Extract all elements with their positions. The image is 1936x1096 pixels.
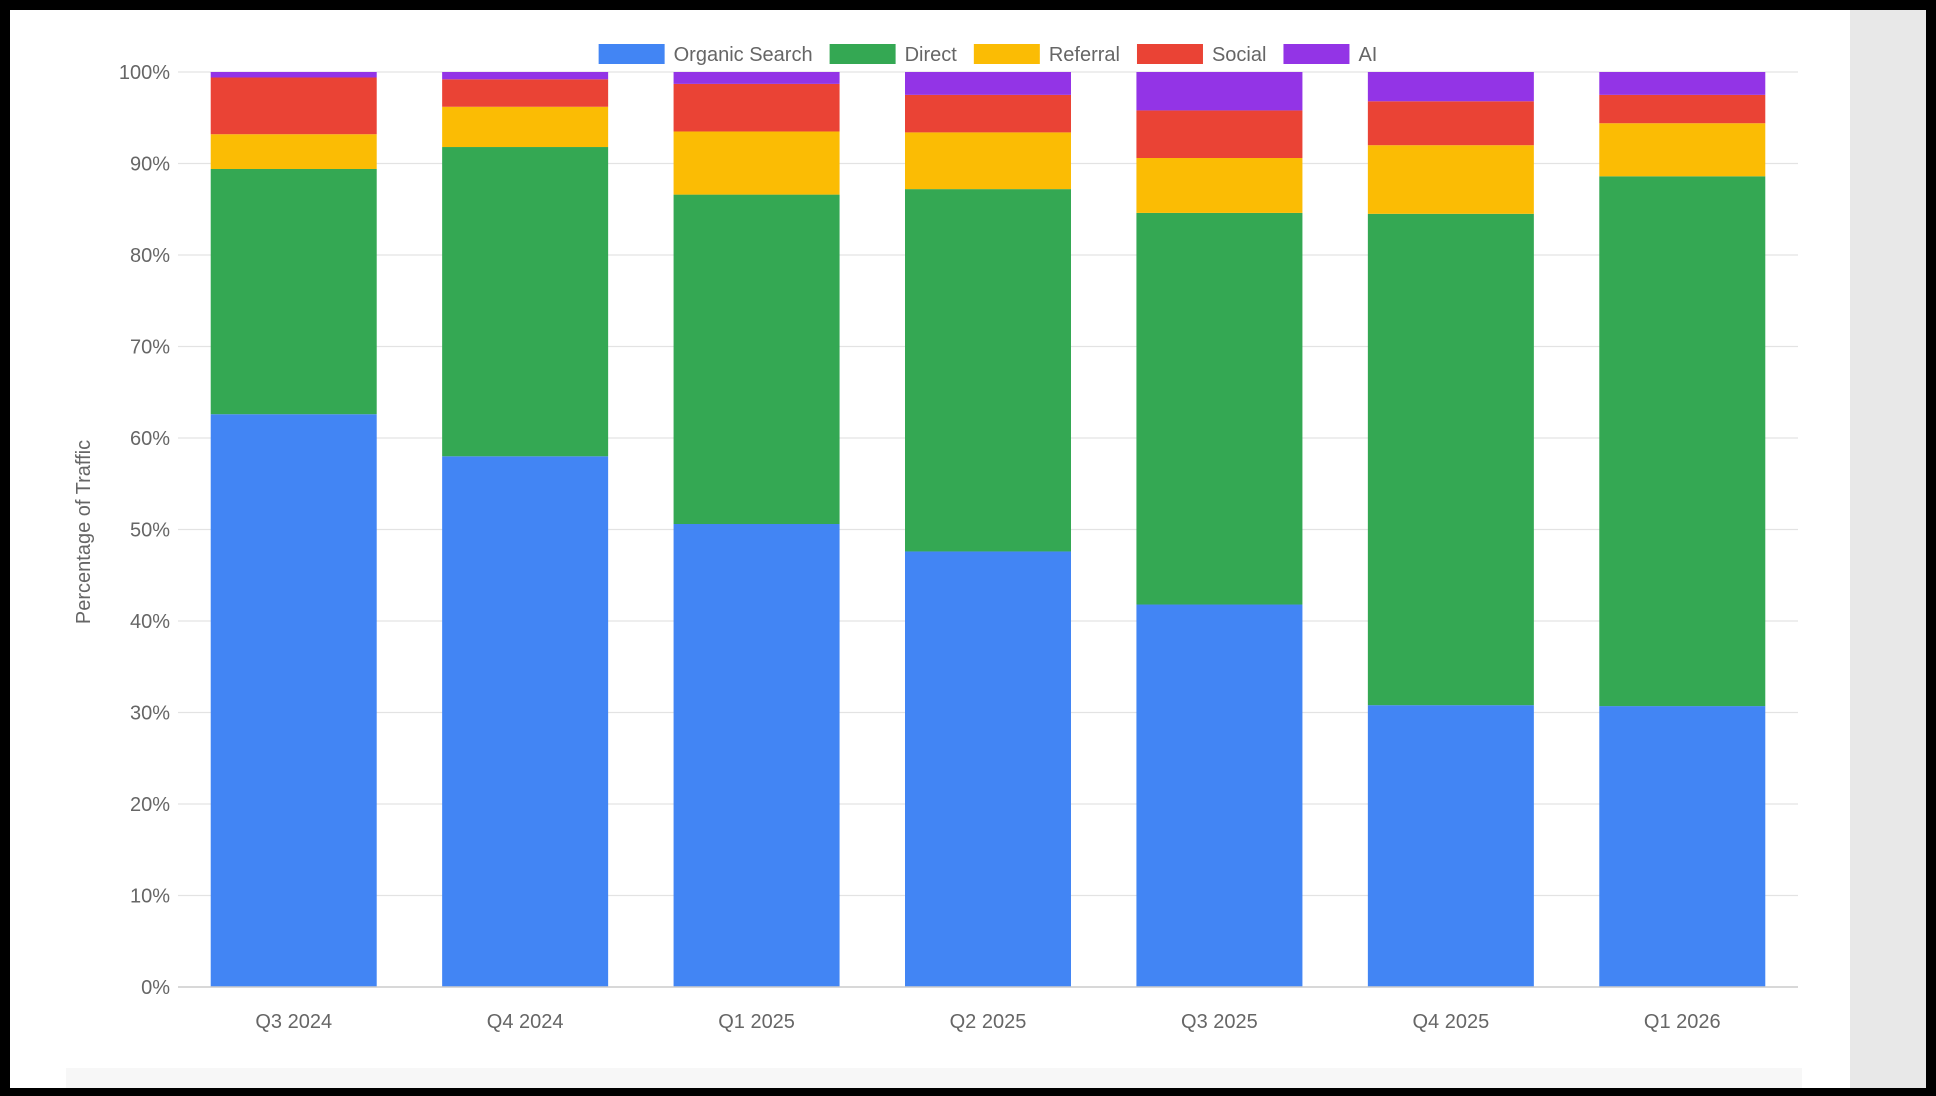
bar-organic-search[interactable]	[1136, 604, 1303, 987]
x-tick-label: Q4 2025	[1412, 1011, 1489, 1033]
bar-direct[interactable]	[905, 189, 1071, 552]
legend-swatch	[1283, 44, 1350, 64]
bar-referral[interactable]	[905, 132, 1071, 190]
bar-social[interactable]	[1367, 101, 1534, 146]
chart-frame: 0% 10% 20% 30% 40% 50% 60% 70% 80% 90% 100% Q3 202…	[10, 10, 1850, 1088]
x-tick-label: Q2 2025	[950, 1011, 1027, 1033]
bar-social[interactable]	[905, 94, 1071, 133]
legend-label: AI	[1358, 44, 1377, 66]
bar-organic-search[interactable]	[1367, 705, 1534, 987]
bar-direct[interactable]	[210, 168, 377, 415]
legend-label: Organic Search	[674, 44, 813, 66]
side-panel	[1850, 10, 1926, 1088]
legend-item-direct[interactable]: Direct	[829, 44, 958, 66]
bar-ai[interactable]	[1367, 72, 1534, 102]
y-tick-label: 100%	[119, 62, 170, 84]
bar-organic-search[interactable]	[442, 456, 609, 987]
legend-item-organic-search[interactable]: Organic Search	[598, 44, 813, 66]
y-axis-title: Percentage of Traffic	[73, 440, 95, 624]
bar-referral[interactable]	[442, 106, 609, 148]
bar-ai[interactable]	[673, 72, 840, 84]
bar-ai[interactable]	[905, 72, 1071, 95]
legend-label: Social	[1212, 44, 1266, 66]
x-tick-label: Q3 2025	[1181, 1011, 1258, 1033]
x-tick-label: Q3 2024	[255, 1011, 332, 1033]
y-tick-label: 90%	[130, 154, 170, 176]
y-tick-label: 70%	[130, 337, 170, 359]
bar-referral[interactable]	[673, 131, 840, 195]
bar-ai[interactable]	[1136, 72, 1303, 111]
bar-referral[interactable]	[210, 134, 377, 169]
bars	[210, 72, 1766, 988]
y-tick-label: 30%	[130, 703, 170, 725]
bar-social[interactable]	[210, 77, 377, 135]
legend-label: Referral	[1049, 44, 1120, 66]
x-tick-label: Q1 2026	[1644, 1011, 1721, 1033]
legend-label: Direct	[905, 44, 958, 66]
bar-organic-search[interactable]	[905, 551, 1071, 987]
bar-social[interactable]	[442, 79, 609, 107]
x-tick-label: Q1 2025	[718, 1011, 795, 1033]
y-tick-label: 20%	[130, 794, 170, 816]
y-axis-ticks: 0% 10% 20% 30% 40% 50% 60% 70% 80% 90% 100%	[119, 62, 170, 999]
bar-referral[interactable]	[1367, 145, 1534, 214]
y-tick-label: 40%	[130, 611, 170, 633]
bar-direct[interactable]	[1136, 212, 1303, 605]
bar-ai[interactable]	[210, 72, 377, 78]
bar-referral[interactable]	[1136, 158, 1303, 213]
y-tick-label: 50%	[130, 520, 170, 542]
legend-item-ai[interactable]: AI	[1283, 44, 1377, 66]
legend-item-social[interactable]: Social	[1136, 44, 1266, 66]
bar-ai[interactable]	[442, 72, 609, 80]
y-tick-label: 60%	[130, 428, 170, 450]
x-axis-ticks: Q3 2024 Q4 2024 Q1 2025 Q2 2025 Q3 2025 Q4 20…	[255, 1011, 1720, 1033]
bar-social[interactable]	[673, 83, 840, 132]
legend-item-referral[interactable]: Referral	[973, 44, 1120, 66]
legend-swatch	[598, 44, 665, 64]
y-tick-label: 80%	[130, 245, 170, 267]
bar-referral[interactable]	[1599, 123, 1766, 177]
x-tick-label: Q4 2024	[487, 1011, 564, 1033]
legend-swatch	[1136, 44, 1203, 64]
legend-swatch	[973, 44, 1040, 64]
legend-swatch	[829, 44, 896, 64]
bar-direct[interactable]	[442, 147, 609, 457]
bar-ai[interactable]	[1599, 72, 1766, 95]
bar-direct[interactable]	[673, 194, 840, 525]
y-tick-label: 0%	[141, 977, 170, 999]
bar-social[interactable]	[1136, 110, 1303, 159]
y-tick-label: 10%	[130, 886, 170, 908]
bar-organic-search[interactable]	[673, 524, 840, 987]
bar-social[interactable]	[1599, 94, 1766, 124]
bar-direct[interactable]	[1367, 213, 1534, 706]
bar-organic-search[interactable]	[1599, 706, 1766, 987]
bottom-strip	[66, 1068, 1802, 1088]
bar-organic-search[interactable]	[210, 414, 377, 988]
stacked-bar-chart: 0% 10% 20% 30% 40% 50% 60% 70% 80% 90% 100% Q3 202…	[73, 44, 1798, 1033]
bar-direct[interactable]	[1599, 176, 1766, 707]
legend: Organic Search Direct Referral Social AI	[598, 44, 1377, 66]
